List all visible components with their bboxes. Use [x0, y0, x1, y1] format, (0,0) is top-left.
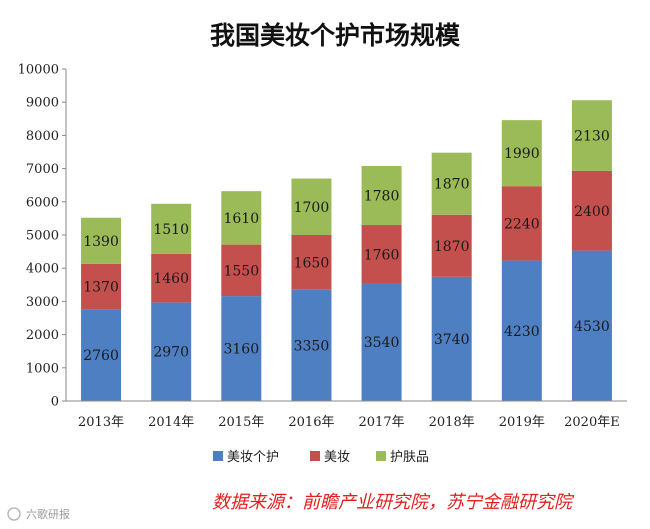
bar-segment [571, 170, 612, 251]
data-label: 1370 [83, 280, 119, 296]
legend: 美妆个护 美妆 护肤品 [213, 450, 429, 465]
legend-label: 护肤品 [390, 450, 429, 465]
bar-segment [81, 263, 122, 310]
x-tick-label: 2016年 [288, 415, 334, 430]
data-label: 1760 [364, 247, 400, 263]
data-label: 2400 [574, 204, 610, 220]
y-axis: 0 1000 2000 3000 4000 5000 6000 7000 8000 9000 100… [18, 63, 67, 410]
bar-segment [361, 165, 402, 226]
bar-segment [151, 302, 192, 401]
y-tick-label: 7000 [26, 162, 59, 177]
bar-segment [501, 260, 542, 401]
y-tick-label: 3000 [26, 295, 59, 310]
data-label: 1390 [83, 234, 119, 250]
y-tick-label: 0 [51, 395, 59, 410]
bar-segment [571, 100, 612, 171]
y-tick-label: 5000 [26, 229, 59, 244]
bar-segment [221, 244, 262, 297]
watermark: 六歌研报 [7, 507, 70, 521]
y-tick-label: 2000 [26, 328, 59, 343]
y-tick-label: 6000 [26, 195, 59, 210]
x-tick-label: 2020年E [564, 415, 620, 430]
bar-segment [361, 283, 402, 401]
y-tick-label: 9000 [26, 96, 59, 111]
bar-segment [291, 235, 332, 290]
data-label: 4230 [504, 324, 540, 340]
data-label: 1550 [223, 263, 259, 279]
x-tick-label: 2015年 [218, 415, 264, 430]
bar-segment [431, 214, 472, 277]
data-label: 1990 [504, 146, 540, 162]
bar-segment [81, 217, 122, 264]
data-label: 1460 [153, 271, 189, 287]
watermark-text: 六歌研报 [26, 507, 70, 521]
legend-swatch [310, 451, 320, 461]
bar-segment [291, 178, 332, 235]
source-note: 数据来源：前瞻产业研究院，苏宁金融研究院 [212, 492, 575, 513]
data-label: 2760 [83, 348, 119, 364]
x-tick-label: 2017年 [359, 415, 405, 430]
data-label: 3540 [364, 335, 400, 351]
x-tick-label: 2019年 [499, 415, 545, 430]
data-label: 2240 [504, 216, 540, 232]
legend-label: 美妆个护 [227, 450, 279, 465]
y-tick-label: 4000 [26, 262, 59, 277]
bar-segment [571, 250, 612, 401]
data-label: 4530 [574, 319, 610, 335]
bar-segment [81, 309, 122, 401]
bar-segment [151, 253, 192, 303]
x-axis: 2013年 2014年 2015年 2016年 2017年 2018年 2019年 2020年… [66, 400, 627, 430]
y-tick-label: 10000 [18, 63, 59, 78]
legend-label: 美妆 [324, 450, 350, 465]
x-tick-label: 2018年 [429, 415, 475, 430]
bar-segment [431, 276, 472, 401]
data-label: 3740 [434, 332, 470, 348]
data-label: 1870 [434, 177, 470, 193]
chart-title: 我国美妆个护市场规模 [210, 21, 461, 50]
bar-segment [501, 186, 542, 261]
watermark-logo-icon [7, 507, 21, 521]
legend-swatch [213, 451, 223, 461]
y-tick-label: 1000 [26, 361, 59, 376]
data-label: 1700 [294, 200, 330, 216]
x-tick-label: 2013年 [78, 415, 124, 430]
bar-segment [151, 203, 192, 254]
data-labels: 2760 1370 1390 2970 1460 1510 3160 1550 1610 3350… [83, 129, 610, 365]
data-label: 3160 [223, 342, 259, 358]
legend-swatch [376, 451, 386, 461]
data-label: 1780 [364, 188, 400, 204]
data-label: 1870 [434, 239, 470, 255]
data-label: 2970 [153, 345, 189, 361]
y-tick-label: 8000 [26, 129, 59, 144]
data-label: 3350 [294, 338, 330, 354]
bars [81, 100, 612, 401]
bar-segment [361, 225, 402, 284]
bar-segment [221, 191, 262, 245]
bar-segment [501, 120, 542, 187]
data-label: 1650 [294, 255, 330, 271]
bar-segment [291, 289, 332, 401]
bar-segment [431, 152, 472, 215]
data-label: 1610 [223, 211, 259, 227]
data-label: 1510 [153, 222, 189, 238]
data-label: 2130 [574, 129, 610, 145]
bar-segment [221, 296, 262, 401]
x-tick-label: 2014年 [148, 415, 194, 430]
